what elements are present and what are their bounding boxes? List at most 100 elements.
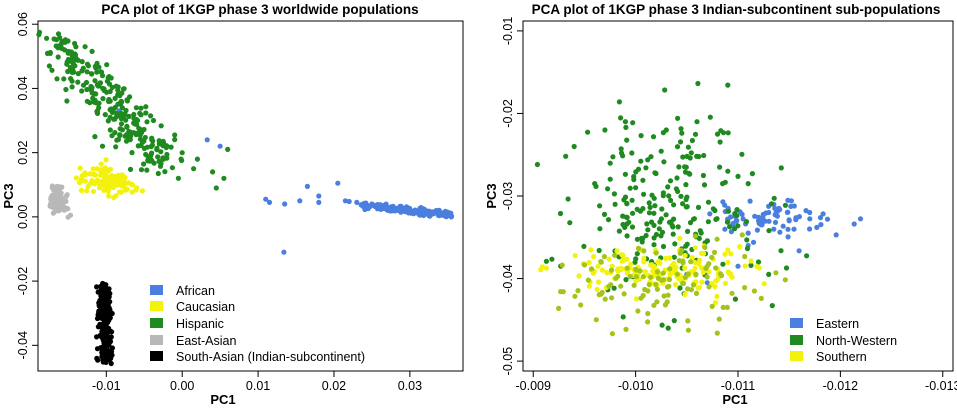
point-hispanic bbox=[62, 47, 68, 53]
point-eastern bbox=[755, 218, 762, 224]
point-african bbox=[426, 212, 432, 218]
point-southern bbox=[673, 282, 679, 288]
chart-left-y-label: PC3 bbox=[1, 183, 16, 208]
x-tick-label: -0.009 bbox=[516, 379, 551, 393]
point-southern-olive bbox=[711, 249, 718, 255]
point-southern bbox=[633, 296, 640, 302]
point-north-western bbox=[694, 153, 700, 159]
point-hispanic bbox=[213, 185, 219, 191]
point-north-western bbox=[692, 131, 699, 137]
point-eastern bbox=[707, 211, 713, 217]
point-north-western bbox=[626, 219, 632, 225]
point-hispanic bbox=[158, 149, 164, 155]
point-hispanic bbox=[104, 62, 110, 68]
point-eastern bbox=[777, 229, 783, 235]
point-north-western bbox=[744, 237, 750, 243]
point-north-western bbox=[671, 254, 677, 260]
point-south-asian-indian-subcontinent bbox=[94, 355, 100, 361]
point-african bbox=[376, 203, 383, 209]
point-hispanic bbox=[73, 44, 79, 50]
chart-left-x-axis: -0.01 0.00 0.01 0.02 0.03 bbox=[92, 371, 422, 393]
point-southern-olive bbox=[664, 284, 671, 290]
point-southern bbox=[588, 247, 594, 253]
point-caucasian bbox=[92, 172, 98, 178]
point-north-western bbox=[630, 210, 636, 216]
point-southern-olive bbox=[720, 304, 726, 310]
point-north-western bbox=[620, 213, 626, 219]
point-north-western bbox=[748, 262, 754, 268]
point-southern-olive bbox=[729, 290, 735, 296]
point-african bbox=[304, 183, 310, 189]
y-tick-label: -0.05 bbox=[501, 347, 515, 376]
point-southern bbox=[615, 268, 621, 274]
point-north-western bbox=[739, 151, 745, 157]
legend-label-north-western: North-Western bbox=[816, 334, 897, 348]
point-east-asian bbox=[52, 195, 58, 201]
point-hispanic bbox=[67, 64, 73, 71]
point-north-western bbox=[607, 160, 613, 166]
point-north-western bbox=[611, 191, 618, 197]
point-north-western bbox=[629, 224, 636, 230]
point-african bbox=[395, 207, 402, 213]
x-tick-label: -0.011 bbox=[721, 379, 756, 393]
point-north-western bbox=[581, 243, 587, 249]
point-southern-olive bbox=[593, 317, 599, 323]
point-north-western bbox=[623, 124, 629, 130]
point-hispanic bbox=[126, 113, 132, 119]
point-caucasian bbox=[107, 166, 113, 172]
point-southern-olive bbox=[751, 288, 758, 294]
point-eastern bbox=[820, 211, 826, 217]
point-southern bbox=[595, 263, 601, 269]
point-south-asian-indian-subcontinent bbox=[103, 315, 109, 321]
point-african bbox=[414, 208, 421, 214]
legend-swatch-hispanic bbox=[150, 318, 163, 328]
point-north-western bbox=[631, 174, 637, 180]
point-north-western bbox=[643, 232, 649, 239]
point-north-western bbox=[641, 191, 647, 197]
point-southern bbox=[725, 259, 731, 265]
point-southern-olive bbox=[693, 290, 700, 296]
point-southern-olive bbox=[702, 244, 708, 250]
point-southern-olive bbox=[714, 330, 720, 336]
point-southern-olive bbox=[782, 277, 788, 283]
point-north-western bbox=[689, 137, 696, 144]
point-southern bbox=[594, 286, 600, 292]
point-eastern bbox=[772, 219, 779, 225]
point-north-western bbox=[717, 164, 723, 170]
legend-swatch-south-asian bbox=[150, 351, 163, 361]
point-hispanic bbox=[69, 52, 75, 58]
y-tick-label: -0.02 bbox=[501, 99, 515, 128]
point-eastern bbox=[785, 197, 791, 203]
point-hispanic bbox=[102, 112, 108, 118]
point-north-western bbox=[624, 233, 630, 239]
point-south-asian-indian-subcontinent bbox=[96, 310, 102, 316]
point-north-western bbox=[732, 226, 738, 232]
point-north-western bbox=[630, 120, 636, 126]
point-southern bbox=[677, 235, 683, 241]
point-southern-olive bbox=[654, 299, 660, 305]
point-north-western bbox=[658, 233, 664, 239]
point-north-western bbox=[732, 296, 739, 302]
point-north-western bbox=[565, 196, 571, 202]
point-southern-olive bbox=[601, 254, 608, 260]
point-caucasian bbox=[124, 186, 130, 192]
point-southern-olive bbox=[662, 302, 669, 308]
point-eastern bbox=[760, 214, 766, 220]
point-southern-olive bbox=[621, 291, 627, 297]
point-southern-olive bbox=[627, 274, 633, 280]
point-north-western bbox=[651, 235, 657, 241]
point-north-western bbox=[679, 130, 685, 136]
y-tick-label: 0.06 bbox=[16, 12, 30, 36]
point-southern-olive bbox=[666, 276, 673, 283]
point-hispanic bbox=[109, 84, 115, 90]
point-east-asian bbox=[52, 203, 58, 209]
point-hispanic bbox=[169, 165, 175, 171]
point-south-asian-indian-subcontinent bbox=[101, 334, 107, 340]
legend-label-african: African bbox=[176, 284, 215, 298]
y-tick-label: 0.04 bbox=[16, 76, 30, 100]
point-southern-olive bbox=[685, 327, 692, 333]
point-hispanic bbox=[118, 121, 125, 127]
point-southern-olive bbox=[609, 295, 615, 301]
point-southern-olive bbox=[612, 252, 618, 258]
point-eastern bbox=[771, 226, 777, 232]
